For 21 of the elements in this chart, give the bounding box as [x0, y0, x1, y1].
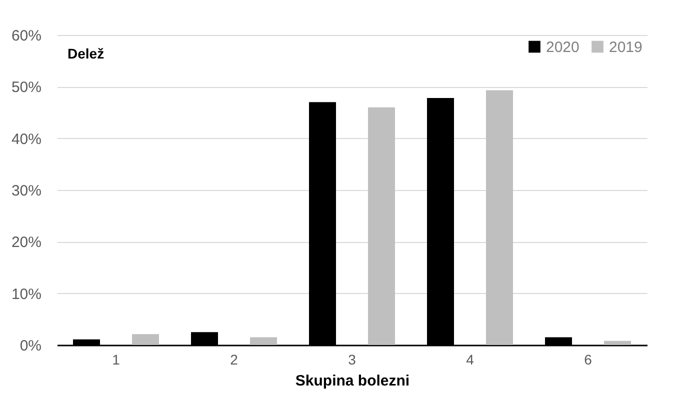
x-tick-label: 2 [230, 352, 238, 368]
x-tick-label: 6 [584, 352, 592, 368]
x-axis-title: Skupina bolezni [295, 372, 410, 390]
y-tick-label: 30% [11, 182, 42, 200]
bar [250, 337, 277, 345]
bar [368, 107, 395, 345]
legend-label: 2020 [546, 38, 580, 56]
y-axis-title: Delež [68, 46, 104, 62]
bar [604, 340, 631, 345]
bar [486, 90, 513, 345]
legend-label: 2019 [609, 38, 642, 56]
x-tick-label: 3 [348, 352, 356, 368]
bar [132, 334, 159, 345]
y-tick-label: 20% [11, 234, 42, 252]
y-tick-label: 60% [11, 28, 42, 44]
x-tick-label: 1 [112, 352, 120, 368]
y-tick-label: 0% [20, 338, 42, 354]
x-tick-label: 4 [466, 352, 474, 368]
y-tick-label: 40% [11, 130, 42, 148]
y-tick-label: 50% [11, 79, 42, 96]
y-tick-label: 10% [11, 286, 42, 303]
